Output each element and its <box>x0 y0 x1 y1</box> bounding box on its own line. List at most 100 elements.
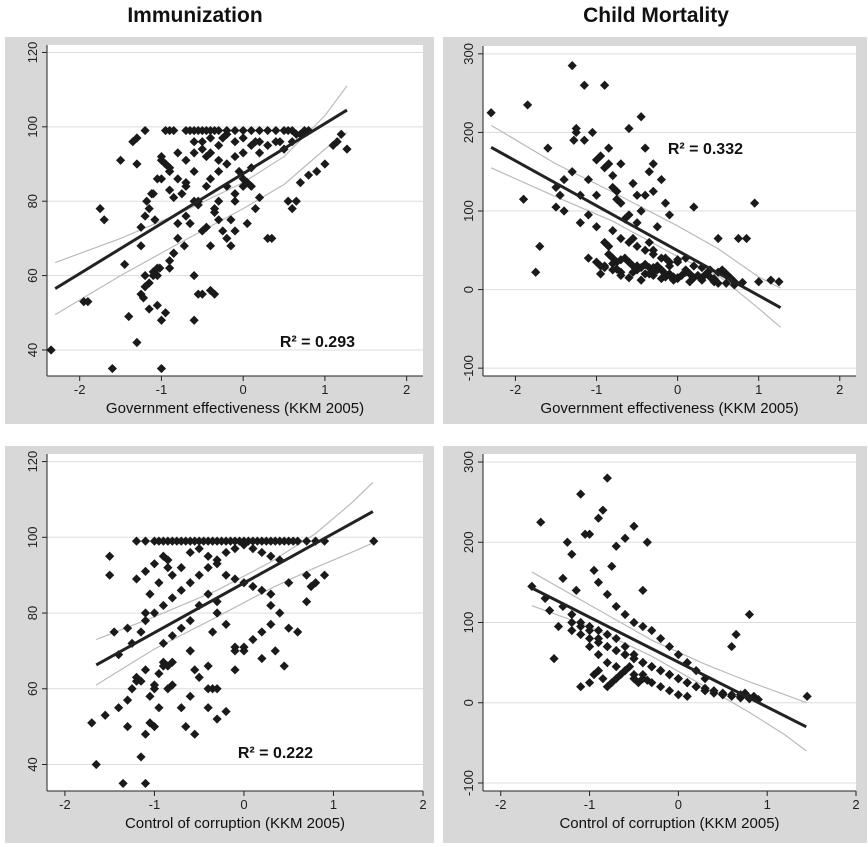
scatter-point <box>648 159 658 169</box>
scatter-point <box>105 551 115 561</box>
scatter-point <box>214 155 224 165</box>
scatter-point <box>115 155 126 165</box>
scatter-point <box>136 627 146 637</box>
scatter-point <box>214 140 224 151</box>
y-tick-label: 100 <box>25 526 40 548</box>
scatter-point <box>165 263 175 273</box>
scatter-point <box>140 282 150 292</box>
scatter-point <box>254 137 265 147</box>
scatter-point <box>718 690 728 700</box>
fit-line <box>54 108 348 290</box>
scatter-point <box>136 241 146 251</box>
scatter-point <box>287 204 297 214</box>
scatter-point <box>95 204 105 214</box>
scatter-point <box>142 196 152 206</box>
y-tick-label: 40 <box>25 757 40 771</box>
scatter-point <box>267 233 277 243</box>
scatter-point <box>203 589 213 599</box>
y-tick-label: 200 <box>461 122 476 144</box>
scatter-point <box>122 722 133 732</box>
scatter-point <box>636 206 646 216</box>
scatter-point <box>551 202 561 212</box>
scatter-point <box>749 691 759 701</box>
scatter-point <box>218 226 228 236</box>
scatter-point <box>169 192 179 203</box>
y-tick-label: 80 <box>25 606 40 620</box>
scatter-point <box>697 273 707 283</box>
y-tick-label: 60 <box>25 682 40 696</box>
scatter-point <box>203 703 213 713</box>
y-tick-label: 0 <box>461 286 476 293</box>
x-tick-label: 2 <box>836 382 843 397</box>
x-tick-label: -2 <box>59 797 71 812</box>
scatter-point <box>697 262 707 273</box>
scatter-point <box>136 222 146 232</box>
scatter-point <box>167 593 177 603</box>
scatter-point <box>591 190 602 200</box>
x-tick-label: -1 <box>591 382 603 397</box>
y-tick-label: 120 <box>25 42 40 64</box>
scatter-point <box>169 248 179 258</box>
scatter-point <box>226 215 236 225</box>
scatter-point <box>185 578 195 588</box>
y-tick-label: -100 <box>461 770 476 796</box>
scatter-point <box>181 211 191 221</box>
scatter-point <box>201 181 211 191</box>
scatter-point <box>203 684 213 694</box>
scatter-point <box>242 218 252 229</box>
chart-svg-1: 40 60 80 100 120 -2 -1 0 1 2 R² = 0.293 Government … <box>25 42 423 417</box>
scatter-point <box>177 189 187 199</box>
scatter-point <box>226 241 236 251</box>
scatter-point <box>600 163 610 173</box>
scatter-point <box>263 125 273 136</box>
r2-annotation: R² = 0.293 <box>280 334 355 351</box>
scatter-point <box>212 684 222 694</box>
scatter-point <box>197 137 207 147</box>
y-tick-label: -100 <box>461 355 476 381</box>
scatter-point <box>656 174 666 185</box>
scatter-point <box>741 233 752 244</box>
scatter-point <box>205 133 216 143</box>
ci-upper-line <box>531 571 807 704</box>
scatter-point <box>140 729 151 739</box>
scatter-point <box>205 148 216 158</box>
scatter-point <box>189 166 199 177</box>
scatter-point <box>165 185 175 195</box>
scatter-point <box>664 210 675 220</box>
scatter-point <box>145 718 155 728</box>
scatter-point <box>176 703 186 713</box>
scatter-point <box>212 714 222 724</box>
scatter-point <box>83 297 93 307</box>
scatter-point <box>144 278 154 288</box>
scatter-point <box>254 192 265 203</box>
plot-area <box>47 45 423 376</box>
scatter-point <box>328 140 338 151</box>
scatter-point <box>611 541 621 551</box>
scatter-point <box>118 778 128 789</box>
scatter-point <box>173 233 183 243</box>
scatter-point <box>284 578 294 588</box>
scatter-point <box>239 646 249 656</box>
scatter-point <box>275 555 285 565</box>
scatter-point <box>647 625 657 636</box>
r2-annotation: R² = 0.222 <box>238 745 313 762</box>
chart-panel-mortality-gov-effectiveness: -100 0 100 200 300 -2 -1 0 1 2 R² = 0.332 Governmen… <box>443 37 867 424</box>
scatter-point <box>239 540 249 550</box>
scatter-point <box>600 80 610 90</box>
y-tick-label: 300 <box>461 451 476 473</box>
scatter-point <box>648 245 658 255</box>
scatter-point <box>600 237 610 248</box>
scatter-point <box>221 706 231 717</box>
scatter-point <box>109 627 119 637</box>
scatter-point <box>154 669 164 679</box>
x-tick-label: 1 <box>764 797 771 812</box>
scatter-point <box>709 277 719 287</box>
scatter-point <box>181 178 191 188</box>
scatter-point <box>124 311 134 322</box>
scatter-point <box>629 521 639 531</box>
scatter-point <box>114 650 124 660</box>
scatter-point <box>160 308 171 318</box>
scatter-point <box>230 137 240 147</box>
scatter-point <box>248 581 258 592</box>
x-tick-label: 0 <box>240 797 247 812</box>
